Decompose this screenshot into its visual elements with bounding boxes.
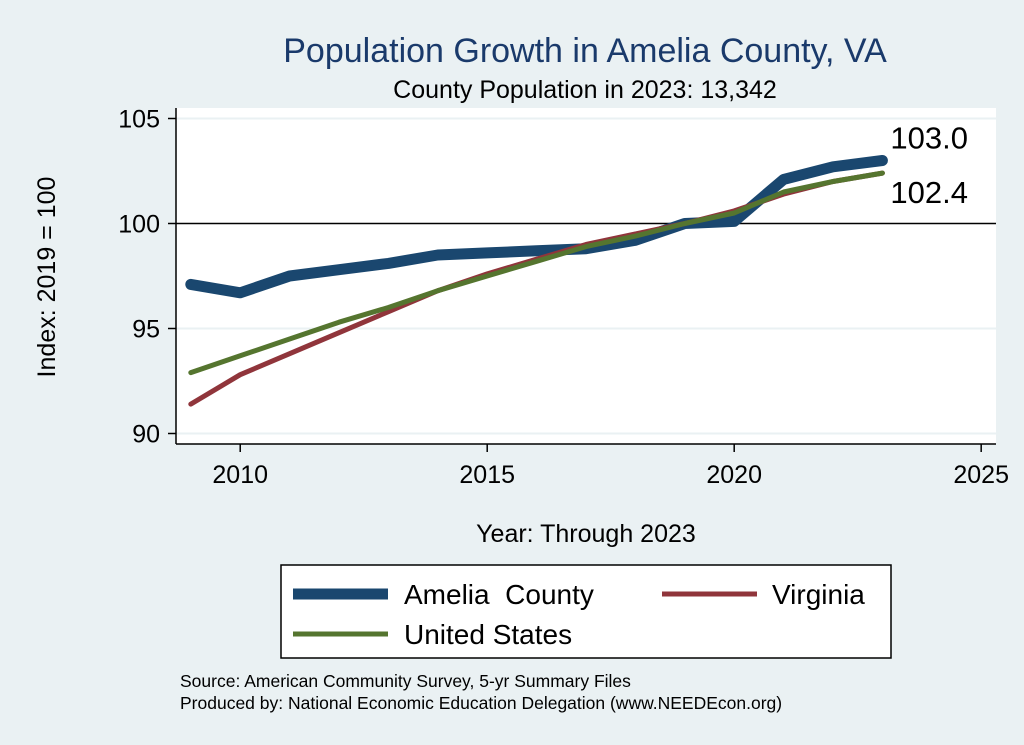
x-tick-label-0: 2010 xyxy=(212,461,268,489)
x-tick-label-3: 2025 xyxy=(953,461,1009,489)
x-tick-label-2: 2020 xyxy=(706,461,762,489)
legend-label-1: Virginia xyxy=(772,579,865,610)
source-line-2: Produced by: National Economic Education… xyxy=(180,693,782,713)
series-layer xyxy=(185,155,888,407)
label-layer: 103.0 102.4 xyxy=(890,121,968,211)
end-label-0: 103.0 xyxy=(890,121,968,156)
series-line-0 xyxy=(185,155,888,299)
y-tick-label-3: 105 xyxy=(118,106,160,134)
series-line-2 xyxy=(188,170,885,376)
legend-label-0: Amelia County xyxy=(404,579,594,610)
legend-box xyxy=(280,564,892,659)
x-tick-label-1: 2015 xyxy=(459,461,515,489)
legend-label-2: United States xyxy=(404,619,572,650)
y-tick-label-0: 90 xyxy=(132,421,160,449)
y-tick-label-2: 100 xyxy=(118,211,160,239)
source-line-1: Source: American Community Survey, 5-yr … xyxy=(180,671,631,691)
axis-layer: 90 95 100 105 2010 2015 2020 2025 xyxy=(118,106,1009,490)
x-axis-title: Year: Through 2023 xyxy=(476,520,696,548)
legend: Amelia County Virginia United States xyxy=(293,579,865,650)
y-tick-label-1: 95 xyxy=(132,316,160,344)
chart-subtitle: County Population in 2023: 13,342 xyxy=(393,76,777,104)
chart-title: Population Growth in Amelia County, VA xyxy=(283,32,887,70)
y-axis-title: Index: 2019 = 100 xyxy=(33,177,61,378)
grid-layer xyxy=(176,117,996,435)
end-label-1: 102.4 xyxy=(890,175,968,210)
